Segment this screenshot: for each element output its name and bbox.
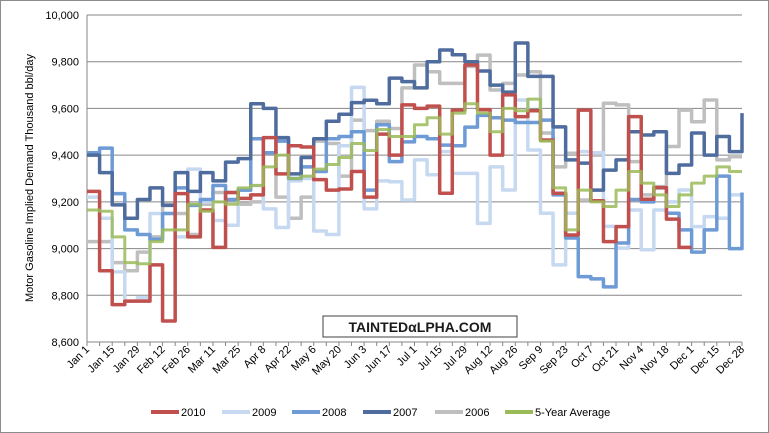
y-tick-label: 9,400 [51,150,79,162]
x-tick-label: Nov 18 [638,344,671,377]
x-tick-label: Dec 28 [714,344,747,377]
x-tick-label: Oct 21 [590,344,621,375]
x-tick-label: Sep 23 [538,344,571,377]
series-line-2009 [87,85,742,303]
legend: 2010 2009 2008 2007 2006 5-Year Average [151,407,610,419]
legend-label: 5-Year Average [535,407,610,419]
x-tick-label: Jan 15 [85,344,117,376]
series-line-2007 [87,41,744,220]
legend-label: 2006 [465,407,489,419]
legend-label: 2009 [252,407,276,419]
legend-label: 2010 [181,407,205,419]
legend-label: 2008 [322,407,346,419]
x-tick-label: Mar 25 [211,344,244,377]
series-line-2010 [87,63,692,323]
y-tick-label: 8,600 [51,337,79,349]
watermark-logo: TAINTEDαLPHA.COM [322,315,518,338]
legend-label: 2007 [393,407,417,419]
x-tick-label: Feb 26 [160,344,193,377]
series-line-5-year-average [87,97,742,266]
y-tick-label: 9,200 [51,197,79,209]
y-axis-label: Motor Gasoline Implied Demand Thousand b… [24,53,36,302]
series-lines [87,41,744,323]
y-tick-label: 9,600 [51,103,79,115]
x-tick-label: Jun 17 [363,344,395,376]
y-tick-label: 10,000 [45,10,79,22]
x-tick-label: Apr 22 [262,344,293,375]
y-tick-label: 9,800 [51,57,79,69]
x-tick-label: Jul 15 [416,344,445,373]
watermark-text: TAINTEDαLPHA.COM [349,319,492,335]
y-tick-label: 8,800 [51,290,79,302]
x-tick-label: Aug 26 [487,344,520,377]
y-tick-label: 9,000 [51,244,79,256]
